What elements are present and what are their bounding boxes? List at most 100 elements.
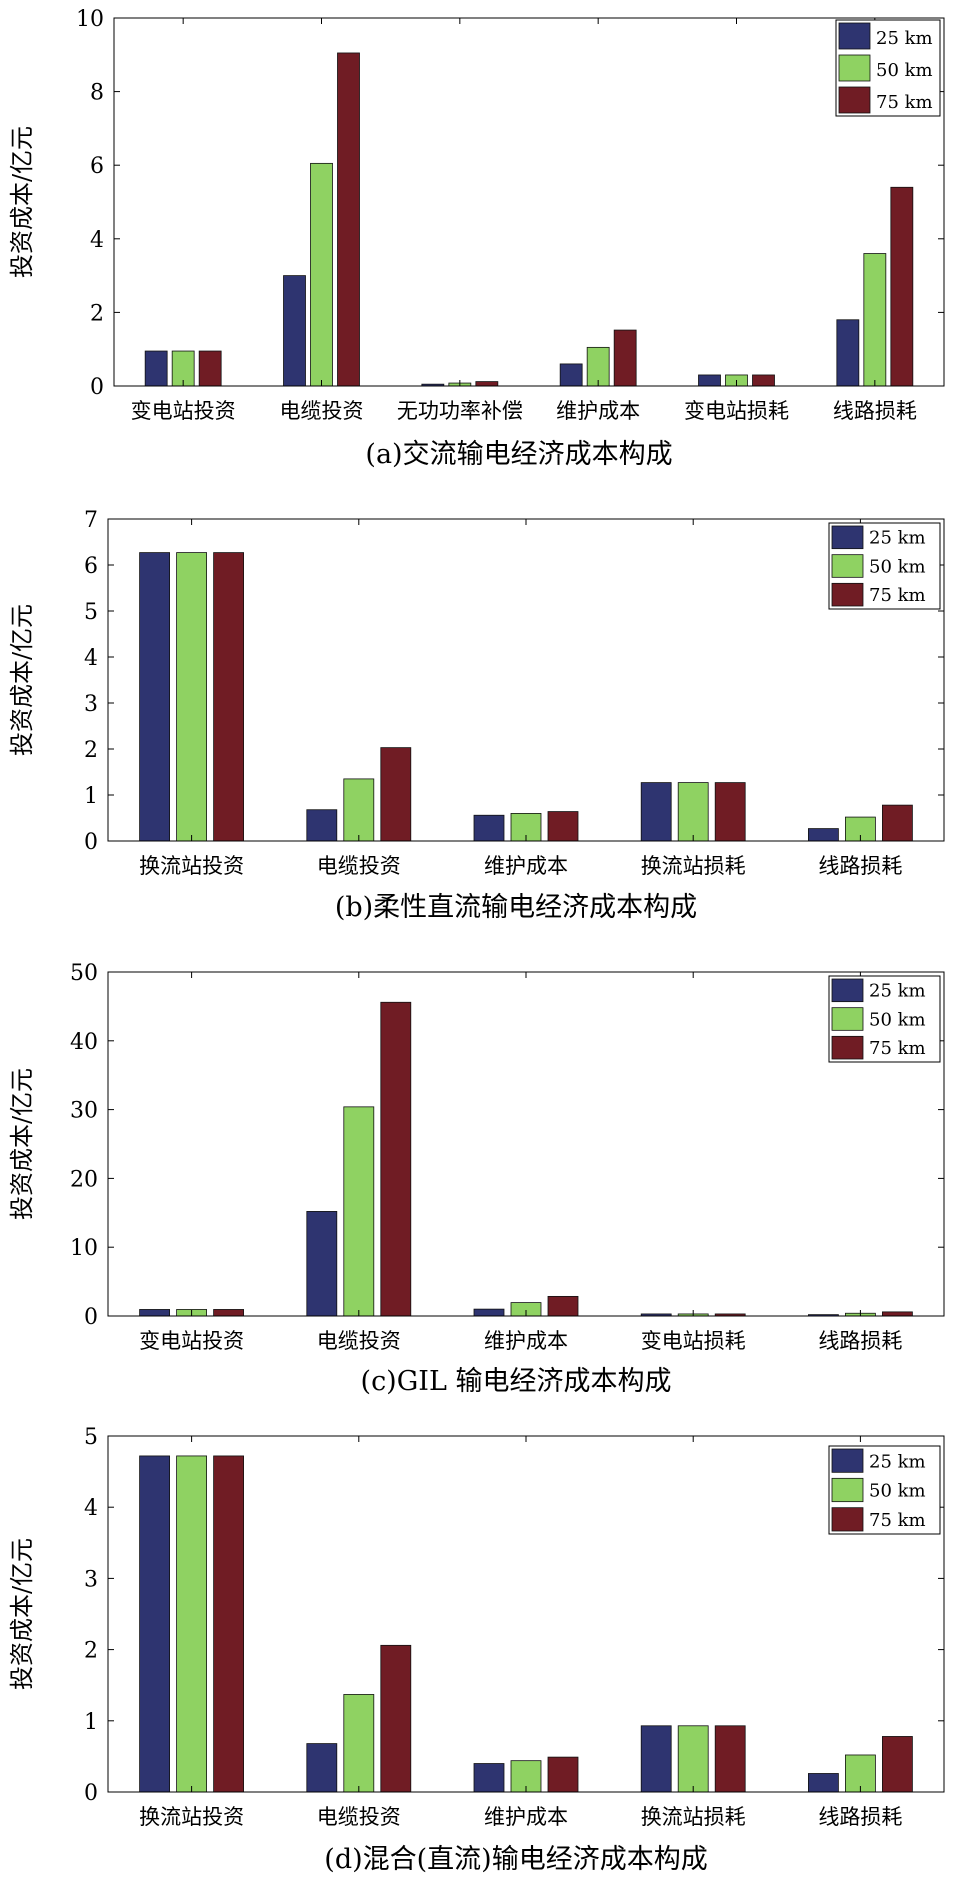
y-tick-label-4-5: 5: [84, 1425, 98, 1450]
legend-label-4-0: 25 km: [869, 1451, 926, 1472]
y-tick-label-2-4: 4: [84, 646, 98, 671]
bar-4-s2-c1: [380, 1644, 412, 1793]
y-tick-label-2-0: 0: [84, 830, 98, 855]
y-tick-label-3-3: 30: [70, 1099, 98, 1124]
chart-caption-2: (b)柔性直流输电经济成本构成: [335, 892, 697, 923]
legend-swatch-4-1: [831, 1477, 864, 1503]
bar-4-s0-c3: [640, 1725, 672, 1793]
bar-4-s1-c0: [176, 1455, 208, 1793]
y-tick-label-1-5: 10: [76, 7, 104, 32]
bar-2-s2-c1: [380, 747, 412, 842]
legend-swatch-3-2: [831, 1035, 864, 1060]
legend-label-1-1: 50 km: [876, 60, 933, 81]
y-tick-label-4-1: 1: [84, 1710, 98, 1735]
legend-swatch-4-2: [831, 1507, 864, 1532]
x-category-label-2-1: 电缆投资: [317, 854, 401, 878]
x-category-label-4-0: 换流站投资: [139, 1805, 244, 1829]
bar-2-s1-c1: [343, 778, 375, 842]
plot-frame-3: [107, 971, 945, 1317]
legend-swatch-3-1: [831, 1007, 864, 1031]
y-tick-label-3-1: 10: [70, 1236, 98, 1261]
bar-2-s0-c0: [139, 552, 171, 842]
y-tick-label-2-5: 5: [84, 600, 98, 625]
bar-1-s0-c3: [559, 363, 583, 387]
y-tick-label-3-4: 40: [70, 1030, 98, 1055]
y-tick-label-1-1: 2: [90, 301, 104, 326]
x-category-label-4-2: 维护成本: [484, 1805, 568, 1829]
legend-label-3-1: 50 km: [869, 1009, 926, 1030]
x-category-label-3-0: 变电站投资: [139, 1329, 244, 1353]
y-tick-label-2-1: 1: [84, 784, 98, 809]
legend-label-3-2: 75 km: [869, 1038, 926, 1059]
bar-3-s2-c2: [547, 1295, 579, 1317]
bar-2-s0-c3: [640, 782, 672, 842]
bar-4-s2-c4: [882, 1736, 913, 1793]
y-tick-label-1-2: 4: [90, 228, 104, 253]
bar-1-s0-c4: [698, 374, 721, 387]
legend-label-1-2: 75 km: [876, 92, 933, 113]
x-category-label-3-3: 变电站损耗: [641, 1329, 746, 1353]
y-axis-label-3: 投资成本/亿元: [8, 1068, 36, 1220]
bar-4-s2-c3: [714, 1725, 746, 1793]
legend-label-2-1: 50 km: [869, 556, 926, 577]
x-category-label-2-3: 换流站损耗: [641, 854, 746, 878]
bar-4-s1-c4: [845, 1754, 876, 1793]
bar-2-s1-c3: [677, 782, 709, 842]
legend-label-4-1: 50 km: [869, 1481, 926, 1502]
x-category-label-4-3: 换流站损耗: [641, 1805, 746, 1829]
bar-1-s2-c3: [613, 329, 637, 387]
bar-2-s2-c4: [882, 804, 913, 842]
y-tick-label-4-4: 4: [84, 1496, 98, 1521]
bar-2-s2-c3: [714, 782, 746, 842]
bar-1-s2-c0: [198, 350, 222, 387]
x-category-label-1-4: 变电站损耗: [684, 399, 789, 423]
legend-swatch-1-0: [838, 22, 871, 50]
bar-2-s2-c2: [547, 811, 579, 842]
legend-swatch-3-0: [831, 978, 864, 1003]
bar-2-s0-c1: [306, 809, 338, 842]
x-category-label-1-2: 无功功率补偿: [397, 399, 523, 423]
y-axis-label-1: 投资成本/亿元: [8, 126, 36, 278]
x-category-label-3-4: 线路损耗: [818, 1329, 902, 1353]
y-tick-label-4-0: 0: [84, 1781, 98, 1806]
legend-label-2-0: 25 km: [869, 528, 926, 549]
bar-2-s1-c0: [176, 552, 208, 842]
y-tick-label-4-3: 3: [84, 1567, 98, 1592]
bar-1-s0-c5: [836, 319, 860, 387]
bar-4-s1-c3: [677, 1725, 709, 1793]
bar-1-s1-c5: [863, 253, 887, 387]
legend-label-2-2: 75 km: [869, 585, 926, 606]
bar-4-s0-c4: [808, 1773, 839, 1793]
y-tick-label-2-7: 7: [84, 508, 98, 533]
bar-3-s0-c1: [306, 1211, 338, 1317]
y-tick-label-2-3: 3: [84, 692, 98, 717]
x-category-label-1-1: 电缆投资: [280, 399, 364, 423]
bar-1-s2-c4: [752, 374, 775, 387]
x-category-label-3-2: 维护成本: [484, 1329, 568, 1353]
chart-caption-1: (a)交流输电经济成本构成: [365, 439, 672, 470]
bar-3-s2-c1: [380, 1001, 412, 1317]
y-axis-label-4: 投资成本/亿元: [8, 1538, 36, 1690]
bar-1-s2-c1: [337, 52, 360, 387]
legend-swatch-1-1: [838, 54, 871, 82]
y-axis-label-2: 投资成本/亿元: [8, 604, 36, 756]
x-category-label-2-4: 线路损耗: [818, 854, 902, 878]
bar-4-s0-c1: [306, 1743, 338, 1793]
y-tick-label-1-4: 8: [90, 81, 104, 106]
bar-4-s1-c1: [343, 1694, 375, 1793]
legend-label-4-2: 75 km: [869, 1510, 926, 1531]
bar-2-s0-c4: [808, 828, 839, 842]
bar-3-s1-c1: [343, 1106, 375, 1317]
bar-1-s0-c0: [144, 350, 168, 387]
y-tick-label-1-3: 6: [90, 154, 104, 179]
legend-swatch-4-0: [831, 1448, 864, 1473]
x-category-label-4-1: 电缆投资: [317, 1805, 401, 1829]
x-category-label-2-0: 换流站投资: [139, 854, 244, 878]
bar-4-s0-c0: [139, 1455, 171, 1793]
bar-3-s2-c4: [882, 1311, 913, 1317]
x-category-label-1-5: 线路损耗: [833, 399, 917, 423]
y-tick-label-4-2: 2: [84, 1639, 98, 1664]
bar-4-s2-c0: [213, 1455, 245, 1793]
legend-swatch-1-2: [838, 86, 871, 114]
